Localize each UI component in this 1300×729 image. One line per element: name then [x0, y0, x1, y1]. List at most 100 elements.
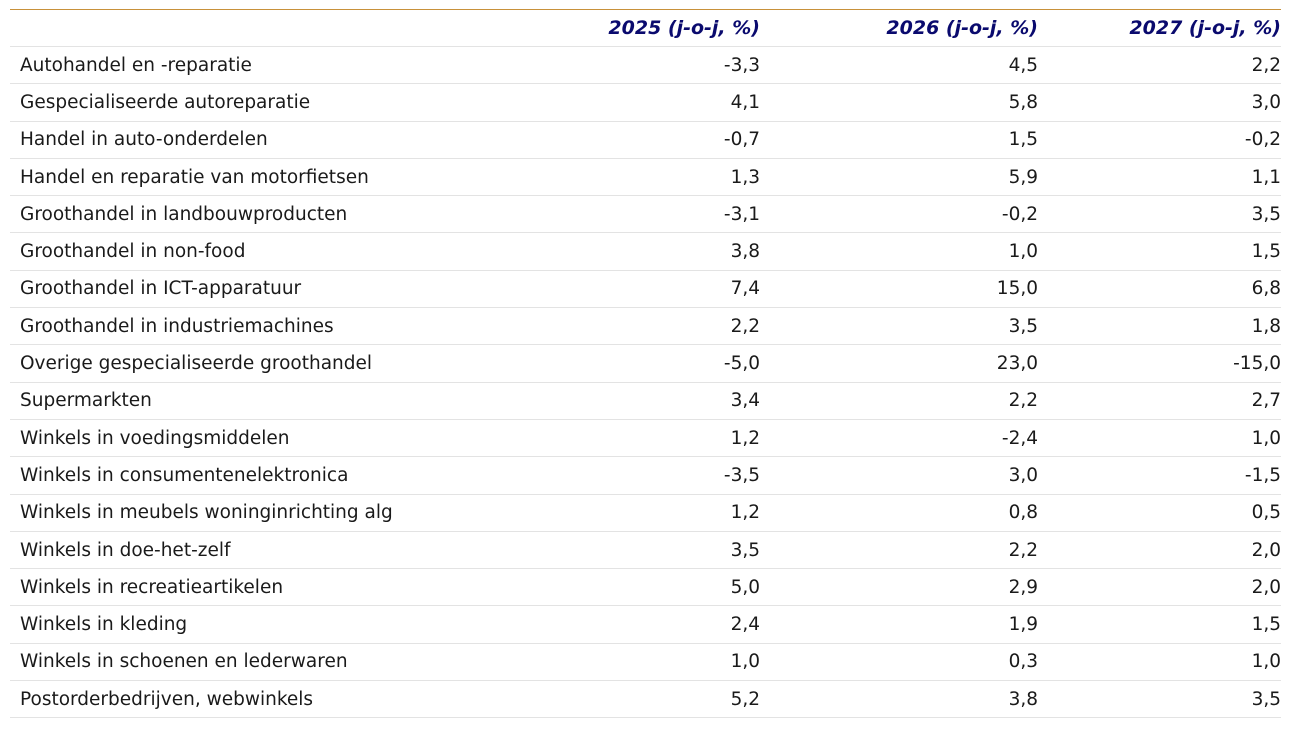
- row-label: Winkels in schoenen en lederwaren: [10, 643, 572, 682]
- value-2025: 5,0: [572, 568, 760, 607]
- value-2025: 2,4: [572, 605, 760, 644]
- header-row: 2025 (j-o-j, %) 2026 (j-o-j, %) 2027 (j-…: [10, 10, 1281, 47]
- header-2026: 2026 (j-o-j, %): [760, 10, 1038, 47]
- value-2025: -3,5: [572, 456, 760, 495]
- header-2027: 2027 (j-o-j, %): [1038, 10, 1281, 47]
- row-label: Winkels in recreatieartikelen: [10, 568, 572, 607]
- value-2025: 7,4: [572, 270, 760, 309]
- value-2025: 1,3: [572, 158, 760, 197]
- row-label: Handel en reparatie van motorfietsen: [10, 158, 572, 197]
- table-row: Groothandel in ICT-apparatuur 7,4 15,0 6,8: [10, 270, 1281, 309]
- row-label: Supermarkten: [10, 382, 572, 420]
- value-2025: 3,5: [572, 531, 760, 570]
- value-2027: 1,0: [1038, 643, 1281, 682]
- table-row: Winkels in consumentenelektronica -3,5 3,0…: [10, 456, 1281, 495]
- value-2026: 0,3: [760, 643, 1038, 682]
- value-2027: 1,8: [1038, 307, 1281, 346]
- value-2027: 1,5: [1038, 232, 1281, 271]
- table-row: Winkels in voedingsmiddelen 1,2 -2,4 1,0: [10, 419, 1281, 458]
- value-2026: 5,8: [760, 83, 1038, 122]
- table-row: Gespecialiseerde autoreparatie 4,1 5,8 3,0: [10, 83, 1281, 122]
- value-2027: -15,0: [1038, 344, 1281, 383]
- value-2026: 1,5: [760, 121, 1038, 159]
- row-label: Overige gespecialiseerde groothandel: [10, 344, 572, 383]
- table-row: Winkels in recreatieartikelen 5,0 2,9 2,0: [10, 568, 1281, 607]
- table-row: Groothandel in industriemachines 2,2 3,5 1,…: [10, 307, 1281, 346]
- value-2025: 1,2: [572, 419, 760, 458]
- value-2025: 4,1: [572, 83, 760, 122]
- row-label: Groothandel in industriemachines: [10, 307, 572, 346]
- value-2027: 2,0: [1038, 531, 1281, 570]
- row-label: Autohandel en -reparatie: [10, 46, 572, 85]
- table-row: Groothandel in non-food 3,8 1,0 1,5: [10, 232, 1281, 271]
- value-2025: 1,2: [572, 494, 760, 532]
- table-header: 2025 (j-o-j, %) 2026 (j-o-j, %) 2027 (j-…: [10, 10, 1281, 47]
- table-row: Handel en reparatie van motorfietsen 1,3 5…: [10, 158, 1281, 197]
- value-2026: 15,0: [760, 270, 1038, 309]
- table-row: Supermarkten 3,4 2,2 2,7: [10, 382, 1281, 420]
- table-body: Autohandel en -reparatie -3,3 4,5 2,2 Gespec…: [10, 46, 1281, 719]
- table-row: Overige gespecialiseerde groothandel -5,0…: [10, 344, 1281, 383]
- value-2025: -5,0: [572, 344, 760, 383]
- row-label: Winkels in consumentenelektronica: [10, 456, 572, 495]
- value-2026: -0,2: [760, 195, 1038, 234]
- value-2025: 3,8: [572, 232, 760, 271]
- row-label: Winkels in kleding: [10, 605, 572, 644]
- value-2027: 6,8: [1038, 270, 1281, 309]
- value-2027: 0,5: [1038, 494, 1281, 532]
- table-row: Winkels in doe-het-zelf 3,5 2,2 2,0: [10, 531, 1281, 570]
- value-2027: 2,2: [1038, 46, 1281, 85]
- value-2027: 2,0: [1038, 568, 1281, 607]
- row-label: Gespecialiseerde autoreparatie: [10, 83, 572, 122]
- forecast-table: 2025 (j-o-j, %) 2026 (j-o-j, %) 2027 (j-…: [10, 10, 1281, 719]
- value-2027: 1,5: [1038, 605, 1281, 644]
- table-row: Postorderbedrijven, webwinkels 5,2 3,8 3,5: [10, 680, 1281, 719]
- row-label: Winkels in meubels woninginrichting alg: [10, 494, 572, 532]
- header-2025: 2025 (j-o-j, %): [572, 10, 760, 47]
- value-2025: -0,7: [572, 121, 760, 159]
- table-row: Groothandel in landbouwproducten -3,1 -0,2…: [10, 195, 1281, 234]
- value-2027: 3,0: [1038, 83, 1281, 122]
- table-row: Winkels in kleding 2,4 1,9 1,5: [10, 605, 1281, 644]
- row-label: Winkels in doe-het-zelf: [10, 531, 572, 570]
- value-2025: 2,2: [572, 307, 760, 346]
- forecast-table-container: 2025 (j-o-j, %) 2026 (j-o-j, %) 2027 (j-…: [10, 9, 1281, 719]
- row-label: Postorderbedrijven, webwinkels: [10, 680, 572, 719]
- value-2025: 3,4: [572, 382, 760, 420]
- value-2027: 3,5: [1038, 195, 1281, 234]
- value-2026: 1,0: [760, 232, 1038, 271]
- value-2025: -3,1: [572, 195, 760, 234]
- value-2026: -2,4: [760, 419, 1038, 458]
- value-2027: 2,7: [1038, 382, 1281, 420]
- value-2027: -0,2: [1038, 121, 1281, 159]
- value-2025: -3,3: [572, 46, 760, 85]
- value-2026: 5,9: [760, 158, 1038, 197]
- value-2027: 1,0: [1038, 419, 1281, 458]
- value-2026: 3,5: [760, 307, 1038, 346]
- value-2026: 23,0: [760, 344, 1038, 383]
- table-top-rule: [10, 9, 1281, 10]
- value-2026: 2,2: [760, 531, 1038, 570]
- header-label-column: [10, 10, 572, 47]
- value-2026: 1,9: [760, 605, 1038, 644]
- row-label: Groothandel in ICT-apparatuur: [10, 270, 572, 309]
- table-row: Handel in auto-onderdelen -0,7 1,5 -0,2: [10, 121, 1281, 159]
- value-2026: 2,2: [760, 382, 1038, 420]
- value-2025: 5,2: [572, 680, 760, 719]
- value-2026: 4,5: [760, 46, 1038, 85]
- value-2026: 3,8: [760, 680, 1038, 719]
- table-row: Autohandel en -reparatie -3,3 4,5 2,2: [10, 46, 1281, 85]
- value-2027: 3,5: [1038, 680, 1281, 719]
- row-label: Winkels in voedingsmiddelen: [10, 419, 572, 458]
- row-label: Handel in auto-onderdelen: [10, 121, 572, 159]
- value-2025: 1,0: [572, 643, 760, 682]
- value-2027: 1,1: [1038, 158, 1281, 197]
- value-2027: -1,5: [1038, 456, 1281, 495]
- value-2026: 2,9: [760, 568, 1038, 607]
- table-row: Winkels in schoenen en lederwaren 1,0 0,3 1…: [10, 643, 1281, 682]
- row-label: Groothandel in non-food: [10, 232, 572, 271]
- table-row: Winkels in meubels woninginrichting alg 1…: [10, 494, 1281, 532]
- value-2026: 3,0: [760, 456, 1038, 495]
- value-2026: 0,8: [760, 494, 1038, 532]
- row-label: Groothandel in landbouwproducten: [10, 195, 572, 234]
